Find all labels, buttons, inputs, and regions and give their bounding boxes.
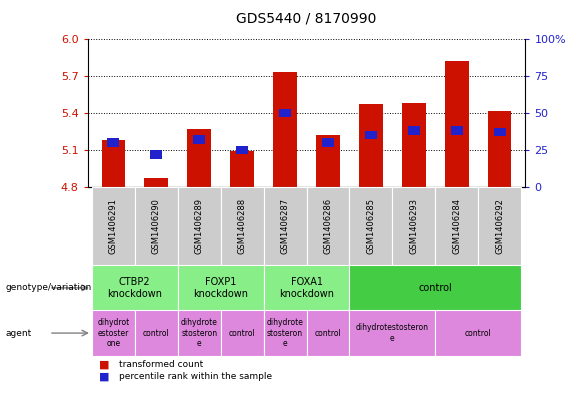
Bar <box>188 129 211 187</box>
FancyBboxPatch shape <box>349 265 521 310</box>
Text: CTBP2
knockdown: CTBP2 knockdown <box>107 277 162 299</box>
Text: dihydrote
stosteron
e: dihydrote stosteron e <box>267 318 303 348</box>
FancyBboxPatch shape <box>92 310 135 356</box>
FancyBboxPatch shape <box>307 187 349 265</box>
Bar <box>494 128 506 136</box>
FancyBboxPatch shape <box>435 187 478 265</box>
FancyBboxPatch shape <box>221 187 264 265</box>
Bar <box>451 127 463 135</box>
Bar <box>408 127 420 135</box>
Text: GSM1406285: GSM1406285 <box>367 198 375 254</box>
Text: dihydrotestosteron
e: dihydrotestosteron e <box>356 323 429 343</box>
FancyBboxPatch shape <box>349 310 435 356</box>
FancyBboxPatch shape <box>221 310 264 356</box>
FancyBboxPatch shape <box>135 310 178 356</box>
Text: dihydrot
estoster
one: dihydrot estoster one <box>97 318 129 348</box>
Text: control: control <box>229 329 255 338</box>
Bar <box>107 138 119 147</box>
Bar <box>231 151 254 187</box>
FancyBboxPatch shape <box>478 187 521 265</box>
Text: GSM1406287: GSM1406287 <box>281 198 289 254</box>
Bar <box>445 61 468 187</box>
Bar <box>316 135 340 187</box>
FancyBboxPatch shape <box>178 265 264 310</box>
Bar <box>359 105 383 187</box>
Bar <box>145 178 168 187</box>
Text: FOXP1
knockdown: FOXP1 knockdown <box>193 277 248 299</box>
FancyBboxPatch shape <box>178 310 221 356</box>
Bar <box>193 135 205 144</box>
Text: GSM1406290: GSM1406290 <box>152 198 161 254</box>
Bar <box>365 131 377 140</box>
FancyBboxPatch shape <box>392 187 435 265</box>
FancyBboxPatch shape <box>307 310 349 356</box>
Text: GSM1406292: GSM1406292 <box>495 198 504 254</box>
Text: GSM1406286: GSM1406286 <box>324 198 332 254</box>
Text: GSM1406284: GSM1406284 <box>452 198 461 254</box>
Bar <box>488 110 511 187</box>
Text: transformed count: transformed count <box>119 360 203 369</box>
Text: GDS5440 / 8170990: GDS5440 / 8170990 <box>236 12 377 26</box>
Bar <box>322 138 334 147</box>
Text: GSM1406293: GSM1406293 <box>409 198 418 254</box>
FancyBboxPatch shape <box>92 187 135 265</box>
Bar <box>102 140 125 187</box>
FancyBboxPatch shape <box>264 187 307 265</box>
FancyBboxPatch shape <box>349 187 392 265</box>
FancyBboxPatch shape <box>92 265 178 310</box>
Text: FOXA1
knockdown: FOXA1 knockdown <box>279 277 334 299</box>
Text: ■: ■ <box>99 360 110 369</box>
Bar <box>150 150 162 158</box>
FancyBboxPatch shape <box>178 187 221 265</box>
Text: control: control <box>315 329 341 338</box>
Text: ■: ■ <box>99 371 110 381</box>
Bar <box>402 103 425 187</box>
Text: agent: agent <box>6 329 32 338</box>
FancyBboxPatch shape <box>264 310 307 356</box>
Bar <box>279 109 291 117</box>
Text: control: control <box>419 283 452 293</box>
Text: control: control <box>143 329 170 338</box>
Text: percentile rank within the sample: percentile rank within the sample <box>119 372 272 381</box>
FancyBboxPatch shape <box>264 265 349 310</box>
Bar <box>273 72 297 187</box>
Text: dihydrote
stosteron
e: dihydrote stosteron e <box>181 318 218 348</box>
Bar <box>236 145 248 154</box>
Text: GSM1406289: GSM1406289 <box>195 198 204 254</box>
Text: control: control <box>465 329 492 338</box>
Text: genotype/variation: genotype/variation <box>6 283 92 292</box>
FancyBboxPatch shape <box>135 187 178 265</box>
Text: GSM1406288: GSM1406288 <box>238 198 246 254</box>
FancyBboxPatch shape <box>435 310 521 356</box>
Text: GSM1406291: GSM1406291 <box>109 198 118 254</box>
